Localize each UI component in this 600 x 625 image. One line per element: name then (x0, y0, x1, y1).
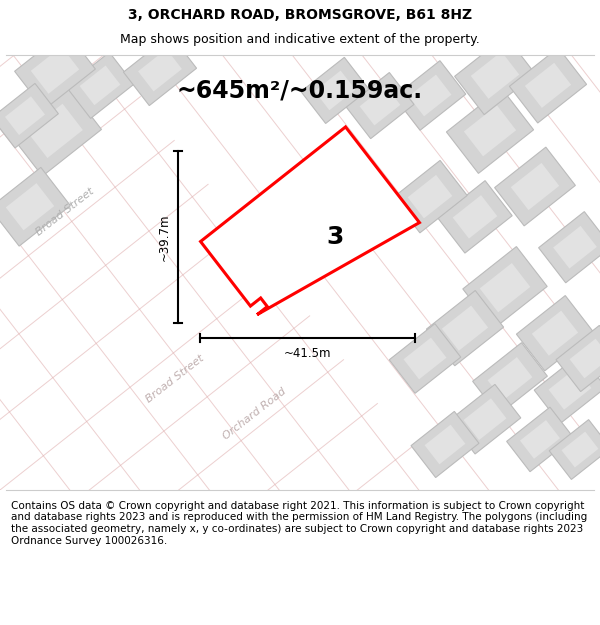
Polygon shape (66, 52, 134, 118)
Text: Orchard Road: Orchard Road (221, 386, 289, 442)
Polygon shape (549, 419, 600, 479)
Polygon shape (6, 183, 54, 231)
Polygon shape (532, 311, 578, 356)
Polygon shape (464, 106, 516, 156)
Polygon shape (471, 52, 519, 99)
Polygon shape (494, 147, 575, 226)
Text: 3: 3 (326, 225, 344, 249)
Polygon shape (488, 357, 532, 401)
Polygon shape (473, 342, 547, 415)
Text: Map shows position and indicative extent of the property.: Map shows position and indicative extent… (120, 33, 480, 46)
Polygon shape (506, 407, 574, 472)
Polygon shape (31, 46, 79, 94)
Text: Broad Street: Broad Street (34, 186, 96, 238)
Polygon shape (394, 61, 466, 130)
Text: ~645m²/~0.159ac.: ~645m²/~0.159ac. (177, 78, 423, 102)
Polygon shape (389, 324, 461, 393)
Polygon shape (452, 195, 497, 239)
Polygon shape (539, 212, 600, 282)
Polygon shape (301, 58, 369, 124)
Polygon shape (525, 62, 571, 108)
Polygon shape (534, 354, 600, 424)
Polygon shape (359, 86, 400, 126)
Text: Contains OS data © Crown copyright and database right 2021. This information is : Contains OS data © Crown copyright and d… (11, 501, 587, 546)
Polygon shape (8, 86, 101, 176)
Polygon shape (124, 35, 197, 106)
Polygon shape (314, 71, 355, 110)
Polygon shape (463, 247, 547, 329)
Polygon shape (407, 175, 452, 218)
Polygon shape (520, 420, 560, 459)
Polygon shape (411, 411, 479, 478)
Polygon shape (517, 296, 593, 371)
Polygon shape (553, 226, 597, 269)
Polygon shape (404, 338, 446, 379)
Polygon shape (0, 83, 58, 148)
Polygon shape (425, 424, 466, 464)
Polygon shape (449, 384, 521, 454)
Polygon shape (438, 181, 512, 253)
Text: 3, ORCHARD ROAD, BROMSGROVE, B61 8HZ: 3, ORCHARD ROAD, BROMSGROVE, B61 8HZ (128, 8, 472, 22)
Polygon shape (562, 432, 598, 468)
Polygon shape (200, 127, 419, 314)
Polygon shape (393, 161, 467, 233)
Polygon shape (455, 36, 535, 114)
Polygon shape (80, 66, 121, 105)
Polygon shape (5, 96, 45, 135)
Polygon shape (14, 31, 95, 109)
Text: Broad Street: Broad Street (144, 353, 206, 404)
Polygon shape (464, 398, 506, 440)
Polygon shape (27, 104, 83, 158)
Text: ~39.7m: ~39.7m (157, 213, 170, 261)
Polygon shape (446, 88, 533, 173)
Polygon shape (138, 49, 182, 91)
Polygon shape (346, 72, 414, 139)
Polygon shape (427, 291, 503, 366)
Polygon shape (509, 48, 587, 123)
Polygon shape (0, 168, 70, 246)
Polygon shape (479, 263, 530, 312)
Polygon shape (548, 368, 592, 410)
Polygon shape (409, 74, 451, 116)
Polygon shape (511, 163, 559, 210)
Polygon shape (569, 339, 600, 378)
Polygon shape (442, 306, 488, 351)
Polygon shape (556, 326, 600, 391)
Text: ~41.5m: ~41.5m (284, 347, 331, 360)
